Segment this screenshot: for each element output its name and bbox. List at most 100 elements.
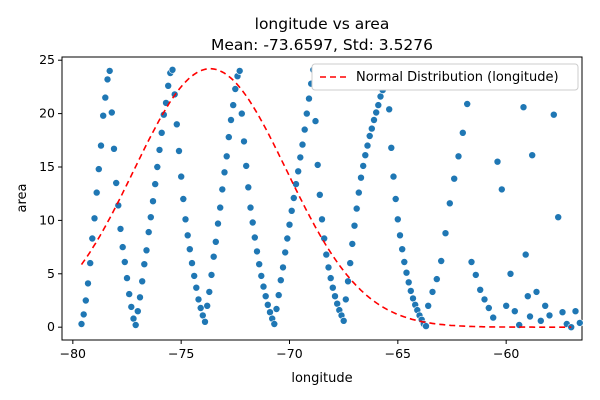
scatter-point (387, 144, 396, 152)
scatter-point (246, 203, 255, 212)
scatter-point (263, 300, 272, 309)
scatter-point (77, 320, 86, 328)
scatter-point (398, 245, 407, 253)
scatter-point (445, 199, 454, 208)
scatter-point (212, 238, 220, 246)
scatter-point (238, 109, 246, 118)
x-tick-label: −60 (493, 346, 519, 361)
y-tick-label: 15 (39, 159, 55, 174)
scatter-point (400, 258, 409, 266)
plot-frame (61, 56, 583, 341)
scatter-point (298, 140, 307, 149)
y-axis-label: area (15, 184, 30, 213)
scatter-points (77, 66, 584, 332)
scatter-point (506, 269, 515, 278)
scatter-point (190, 272, 198, 280)
scatter-point (276, 276, 285, 285)
scatter-point (497, 185, 506, 194)
scatter-point (266, 308, 274, 317)
y-tick-label: 10 (39, 212, 55, 227)
scatter-point (101, 93, 110, 102)
scatter-point (244, 183, 253, 192)
scatter-point (142, 246, 151, 255)
scatter-point (155, 146, 164, 154)
scatter-point (196, 304, 205, 312)
scatter-point (251, 233, 259, 242)
scatter-point (536, 316, 545, 325)
scatter-point (311, 117, 320, 125)
scatter-point (545, 311, 554, 320)
scatter-point (437, 257, 446, 265)
scatter-point (318, 215, 326, 224)
scatter-point (549, 110, 558, 119)
scatter-point (571, 307, 580, 316)
scatter-point (385, 105, 394, 114)
scatter-point (333, 299, 342, 308)
scatter-point (313, 161, 322, 169)
scatter-point (409, 294, 417, 303)
scatter-point (248, 218, 257, 227)
scatter-point (315, 191, 324, 199)
scatter-point (123, 274, 131, 282)
scatter-point (199, 311, 207, 320)
scatter-point (227, 116, 235, 124)
scatter-point (450, 174, 459, 183)
scatter-point (203, 301, 211, 310)
scatter-point (86, 259, 94, 267)
scatter-point (348, 240, 357, 248)
scatter-point (216, 203, 224, 212)
axis-ticks: −80 −75 −70 −65 −60 0 5 10 15 20 25 (39, 52, 519, 361)
scatter-point (218, 185, 227, 194)
scatter-point (471, 271, 480, 279)
scatter-point (296, 153, 305, 162)
scatter-point (521, 250, 530, 259)
scatter-point (489, 313, 498, 322)
scatter-point (424, 301, 433, 310)
scatter-point (153, 163, 162, 171)
scatter-point (97, 141, 105, 150)
scatter-point (164, 82, 172, 90)
scatter-point (350, 221, 359, 230)
scatter-point (454, 152, 463, 161)
scatter-point (175, 147, 183, 155)
scatter-point (532, 288, 541, 296)
scatter-point (324, 263, 333, 272)
scatter-point (92, 188, 101, 197)
scatter-point (376, 92, 385, 101)
scatter-point (389, 172, 398, 181)
scatter-point (510, 307, 519, 316)
y-tick-label: 20 (39, 106, 55, 121)
scatter-point (493, 157, 502, 166)
scatter-point (558, 308, 567, 317)
scatter-point (103, 75, 112, 84)
scatter-point (134, 307, 142, 316)
scatter-point (201, 317, 209, 326)
normal-curve-line (80, 67, 572, 328)
scatter-point (484, 304, 493, 312)
scatter-point (214, 219, 222, 228)
scatter-point (192, 283, 201, 292)
scatter-point (186, 245, 194, 253)
scatter-point (402, 268, 411, 277)
scatter-point (225, 133, 233, 141)
scatter-point (127, 303, 136, 311)
scatter-point (270, 320, 279, 328)
scatter-point (391, 195, 400, 203)
scatter-point (432, 275, 441, 283)
scatter-point (79, 310, 88, 319)
scatter-point (328, 283, 337, 292)
scatter-point (357, 173, 365, 182)
scatter-point (370, 116, 378, 124)
scatter-point (281, 248, 290, 257)
scatter-point (179, 195, 188, 203)
scatter-point (108, 108, 116, 117)
scatter-point (361, 151, 370, 159)
x-tick-label: −70 (276, 346, 302, 361)
scatter-point (422, 322, 430, 330)
scatter-point (205, 288, 214, 296)
scatter-point (253, 247, 261, 256)
scatter-point (235, 67, 244, 75)
scatter-point (138, 277, 146, 286)
scatter-point (523, 292, 532, 301)
scatter-point (209, 252, 218, 261)
